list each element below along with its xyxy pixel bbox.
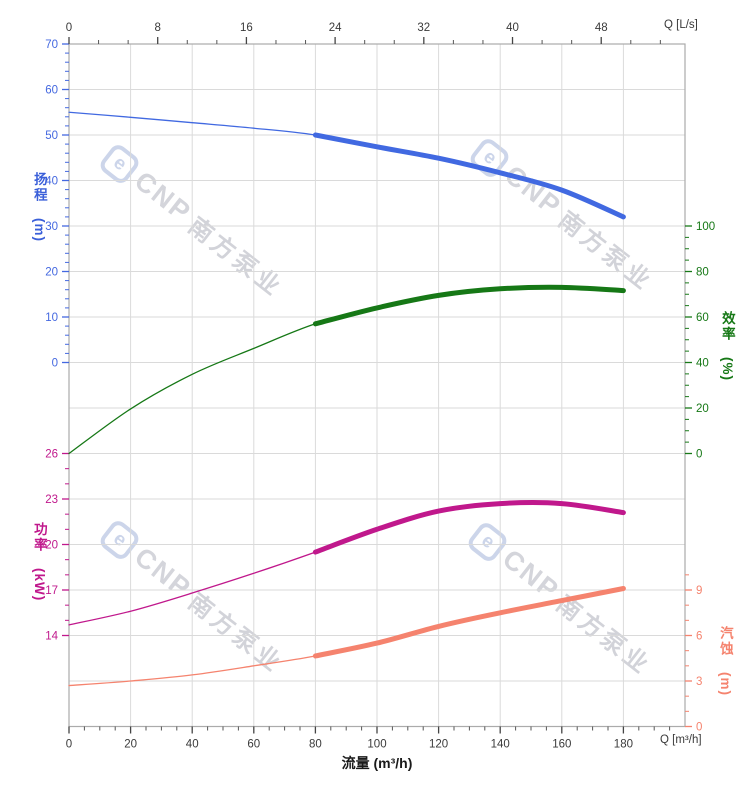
flow-lps-tick-label: 16	[240, 22, 253, 34]
npsh-tick-label: 9	[696, 585, 702, 597]
head-axis-unit: (m)	[31, 217, 47, 242]
flow-tick-label: 0	[66, 739, 72, 751]
head-curve	[68, 111, 626, 220]
eff-tick-label: 40	[696, 358, 709, 370]
head-curve-line	[68, 111, 625, 218]
power-tick-label: 26	[45, 449, 58, 461]
efficiency-curve	[68, 284, 626, 455]
head-tick-label: 70	[45, 39, 58, 51]
flow-tick-label: 120	[429, 739, 448, 751]
npsh-curve	[68, 586, 626, 687]
power-curve-duty-segment	[312, 500, 626, 555]
power-tick-label: 20	[45, 540, 58, 552]
flow-lps-tick-label: 32	[417, 22, 430, 34]
flow-lps-tick-label: 8	[155, 22, 161, 34]
flow-tick-label: 80	[309, 739, 322, 751]
npsh-curve-duty-segment	[312, 586, 626, 659]
eff-tick-label: 20	[696, 403, 709, 415]
head-tick-label: 50	[45, 130, 58, 142]
efficiency-curve-duty-segment	[312, 284, 626, 327]
npsh-axis: 9 6 3 0	[685, 574, 702, 734]
power-axis: 26 23 20 17 14	[45, 449, 69, 643]
power-axis-title: 功率 (kW)	[31, 522, 47, 602]
head-tick-label: 60	[45, 85, 58, 97]
npsh-axis-unit: (m)	[717, 671, 733, 696]
eff-tick-label: 60	[696, 312, 709, 324]
head-curve-duty-segment	[312, 132, 626, 220]
power-axis-unit: (kW)	[31, 567, 47, 602]
top-axis-unit-label: Q [L/s]	[664, 19, 698, 31]
flow-tick-label: 60	[247, 739, 260, 751]
head-tick-label: 0	[52, 358, 58, 370]
flow-tick-label: 20	[124, 739, 137, 751]
head-tick-label: 30	[45, 221, 58, 233]
flow-axis-title: 流量 (m³/h)	[341, 755, 413, 771]
power-axis-title-text: 功率	[31, 522, 47, 553]
head-tick-label: 40	[45, 176, 58, 188]
bottom-axis-unit-label: Q [m³/h]	[660, 734, 702, 746]
flow-tick-label: 100	[367, 739, 386, 751]
npsh-tick-label: 6	[696, 631, 702, 643]
flow-tick-label: 140	[491, 739, 510, 751]
efficiency-axis-title: 效率 (%)	[719, 311, 735, 381]
npsh-axis-title: 汽蚀 (m)	[717, 626, 733, 696]
flow-tick-label: 160	[552, 739, 571, 751]
eff-tick-label: 0	[696, 449, 702, 461]
flow-bottom-axis: 0 20 40 60 80 100 120 140 160 180	[66, 726, 671, 751]
head-axis: 70 60 50 40 30 20 10 0	[45, 39, 69, 370]
power-tick-label: 14	[45, 631, 58, 643]
efficiency-axis-unit: (%)	[719, 356, 735, 381]
flow-tick-label: 40	[186, 739, 199, 751]
flow-lps-tick-label: 0	[66, 22, 72, 34]
eff-tick-label: 100	[696, 221, 715, 233]
head-axis-title: 扬程 (m)	[31, 172, 47, 242]
flow-lps-tick-label: 40	[506, 22, 519, 34]
npsh-tick-label: 0	[696, 722, 702, 734]
power-tick-label: 23	[45, 494, 58, 506]
flow-lps-tick-label: 24	[329, 22, 342, 34]
head-tick-label: 20	[45, 267, 58, 279]
flow-tick-label: 180	[614, 739, 633, 751]
head-axis-title-text: 扬程	[31, 172, 47, 203]
flow-top-axis: 0 8 16 24 32 40 48	[66, 22, 661, 44]
eff-tick-label: 80	[696, 267, 709, 279]
eff-axis: 100 80 60 40 20 0	[685, 221, 715, 461]
npsh-axis-title-text: 汽蚀	[717, 626, 733, 657]
flow-lps-tick-label: 48	[595, 22, 608, 34]
efficiency-axis-title-text: 效率	[719, 311, 735, 342]
power-tick-label: 17	[45, 585, 58, 597]
npsh-tick-label: 3	[696, 676, 702, 688]
efficiency-curve-line	[68, 286, 625, 455]
head-tick-label: 10	[45, 312, 58, 324]
power-curve	[68, 500, 626, 626]
